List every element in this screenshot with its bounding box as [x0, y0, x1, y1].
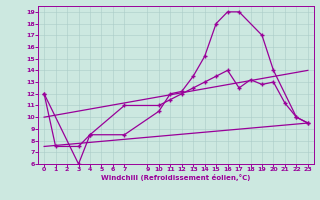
- X-axis label: Windchill (Refroidissement éolien,°C): Windchill (Refroidissement éolien,°C): [101, 174, 251, 181]
